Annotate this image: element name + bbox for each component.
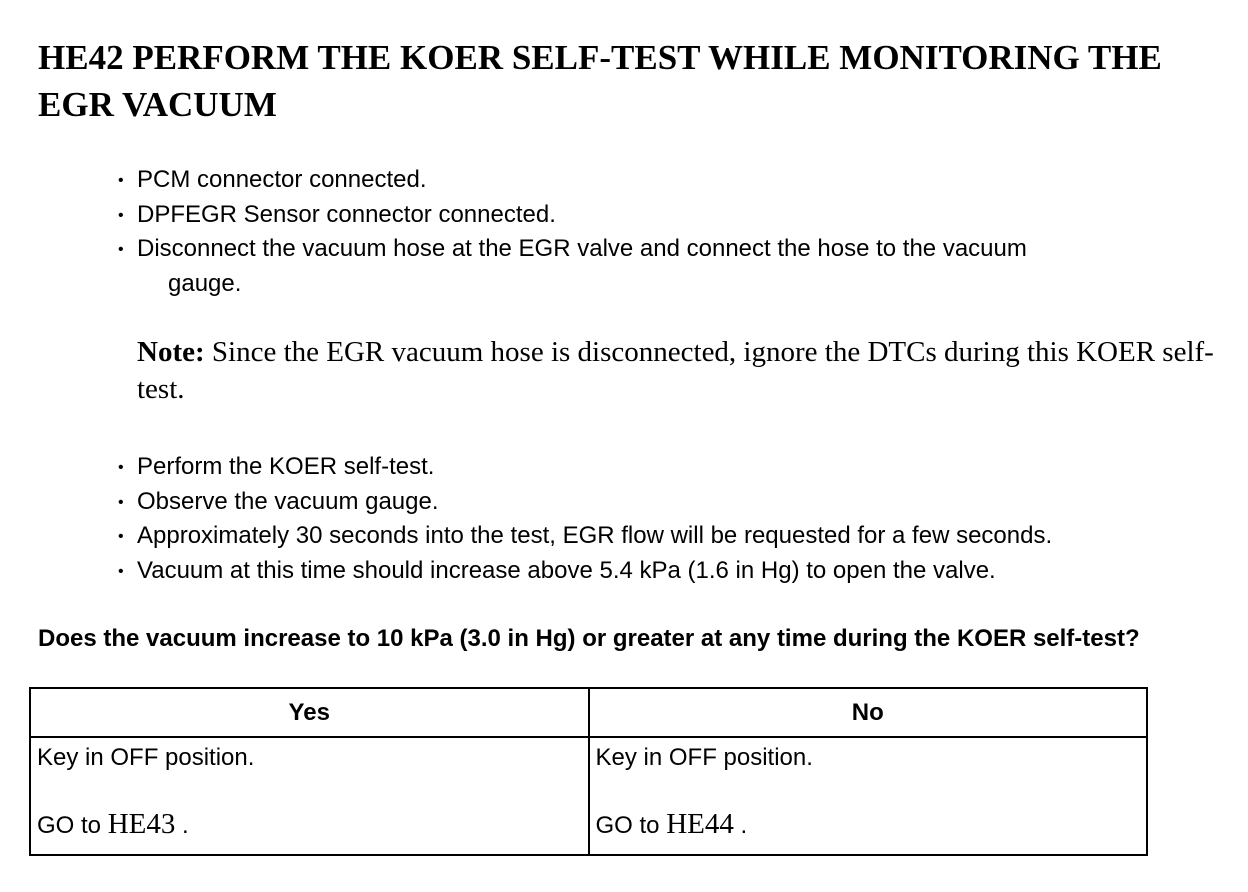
list-item: • DPFEGR Sensor connector connected. bbox=[118, 198, 1218, 233]
header-no: No bbox=[587, 687, 1148, 738]
go-to-text: GO to bbox=[595, 812, 667, 839]
bullet-icon: • bbox=[118, 528, 124, 545]
list-item-text: DPFEGR Sensor connector connected. bbox=[137, 200, 556, 228]
link-he44[interactable]: HE44 bbox=[666, 808, 734, 840]
list-item: • PCM connector connected. bbox=[118, 163, 1218, 198]
period: . bbox=[733, 812, 748, 839]
bullet-icon: • bbox=[118, 172, 124, 189]
list-item-text: Approximately 30 seconds into the test, … bbox=[137, 522, 1053, 549]
bullet-icon: • bbox=[118, 206, 124, 224]
note-text: Since the EGR vacuum hose is disconnecte… bbox=[137, 336, 1214, 405]
list-item-text: Vacuum at this time should increase abov… bbox=[137, 556, 996, 584]
link-he43[interactable]: HE43 bbox=[107, 808, 176, 840]
period: . bbox=[175, 812, 189, 839]
list-item-text: Perform the KOER self-test. bbox=[137, 453, 435, 480]
procedure-list: • Perform the KOER self-test. • Observe th… bbox=[118, 450, 1218, 588]
action-text: Key in OFF position. bbox=[37, 744, 255, 771]
list-item: • Approximately 30 seconds into the test,… bbox=[118, 519, 1218, 554]
go-to-line: GO to HE43 . bbox=[37, 808, 582, 841]
note-label: Note: bbox=[137, 336, 205, 368]
go-to-text: GO to bbox=[37, 812, 108, 839]
list-item-continuation: gauge. bbox=[168, 269, 242, 297]
list-item-text: PCM connector connected. bbox=[137, 166, 427, 193]
list-item: • Disconnect the vacuum hose at the EGR v… bbox=[118, 232, 1218, 300]
bullet-icon: • bbox=[118, 493, 124, 511]
header-yes: Yes bbox=[29, 687, 590, 738]
precondition-list: • PCM connector connected. • DPFEGR Sensor… bbox=[118, 163, 1218, 300]
list-item: • Observe the vacuum gauge. bbox=[118, 485, 1218, 520]
bullet-icon: • bbox=[118, 459, 124, 476]
note: Note: Since the EGR vacuum hose is disco… bbox=[137, 334, 1227, 408]
list-item: • Vacuum at this time should increase abo… bbox=[118, 554, 1218, 589]
cell-yes: Key in OFF position. GO to HE43 . bbox=[29, 736, 590, 856]
question: Does the vacuum increase to 10 kPa (3.0 … bbox=[38, 625, 1140, 652]
table-row: Key in OFF position. GO to HE43 . Key in… bbox=[29, 736, 1148, 856]
cell-no: Key in OFF position. GO to HE44 . bbox=[587, 736, 1148, 856]
list-item-text: Observe the vacuum gauge. bbox=[137, 487, 439, 515]
go-to-line: GO to HE44 . bbox=[596, 808, 1141, 841]
action-text: Key in OFF position. bbox=[595, 744, 813, 771]
list-item: • Perform the KOER self-test. bbox=[118, 450, 1218, 485]
page-title: HE42 PERFORM THE KOER SELF-TEST WHILE MO… bbox=[38, 38, 1162, 124]
decision-table: Yes No Key in OFF position. GO to HE43 .… bbox=[29, 687, 1148, 856]
bullet-icon: • bbox=[118, 241, 124, 258]
list-item-text: Disconnect the vacuum hose at the EGR va… bbox=[137, 235, 1027, 262]
bullet-icon: • bbox=[118, 562, 124, 580]
table-header-row: Yes No bbox=[29, 687, 1148, 738]
